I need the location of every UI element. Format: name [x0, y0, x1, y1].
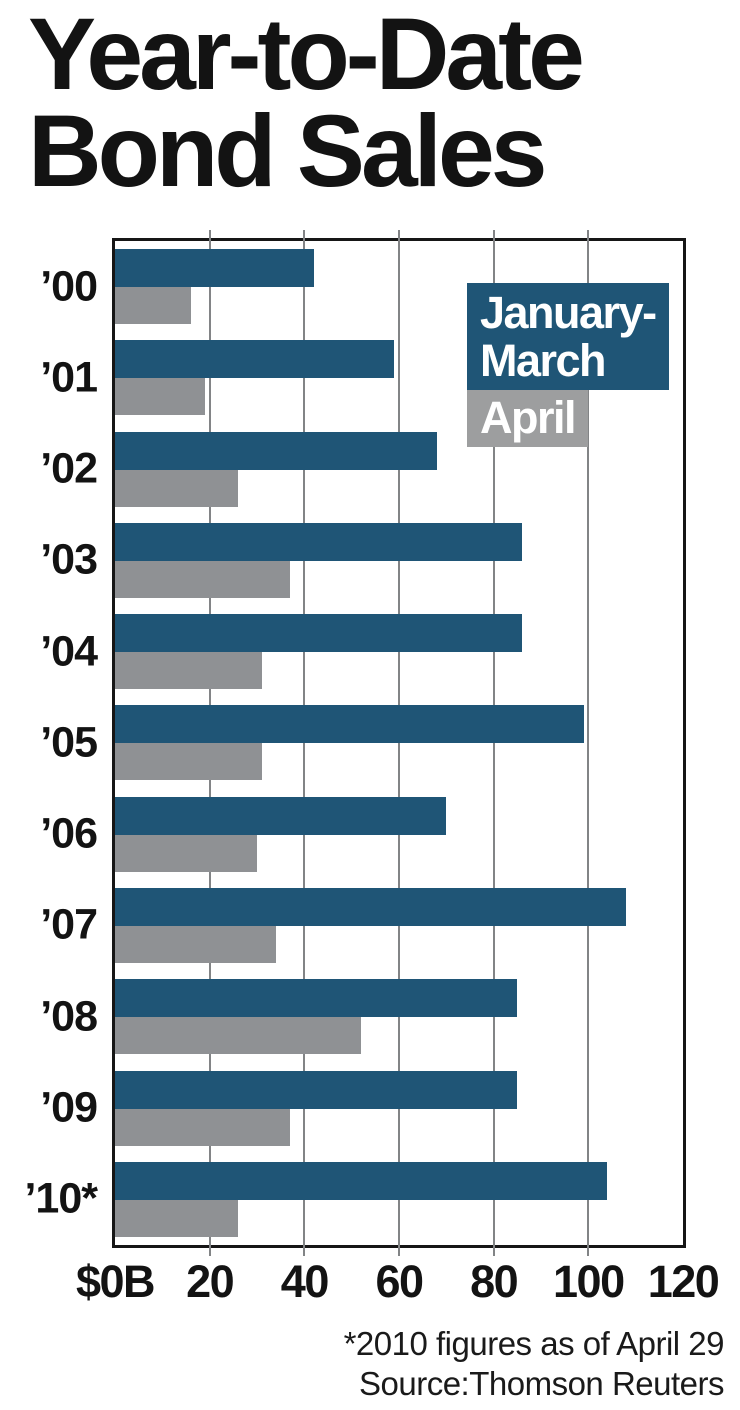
bars-layer: ’00 ’01 ’02 ’03 ’04 ’05 ’06 ’07 ’08 ’09 ’10*	[24, 241, 683, 1245]
chart-legend: January- March April	[467, 283, 669, 447]
bar-january-march	[115, 705, 584, 744]
year-label: ’01	[40, 353, 98, 402]
gridline-100	[587, 230, 590, 1256]
x-tick-label-20: 20	[186, 1256, 235, 1307]
year-row: ’00	[40, 241, 683, 332]
x-tick-label-0: $0B	[75, 1256, 156, 1307]
legend-january-march-line2: March	[480, 335, 607, 386]
bar-april	[115, 469, 239, 507]
bar-april	[115, 1017, 362, 1055]
footnotes: *2010 figures as of April 29 Source:Thom…	[343, 1324, 725, 1405]
chart-title-line1: Year-to-Date	[28, 0, 585, 111]
bar-january-march	[115, 887, 627, 926]
x-axis: $0B 20 40 60 80 100 120	[76, 1256, 720, 1310]
x-tick-label-60: 60	[375, 1256, 424, 1307]
year-row: ’03	[40, 515, 683, 606]
bar-april	[115, 743, 262, 781]
legend-january-march: January- March	[467, 283, 669, 390]
bar-january-march	[115, 1161, 608, 1200]
bar-january-march	[115, 1070, 518, 1109]
bar-january-march	[115, 249, 314, 288]
year-row: ’07	[40, 880, 683, 971]
plot-area: ’00 ’01 ’02 ’03 ’04 ’05 ’06 ’07 ’08 ’09 ’10* Janua…	[24, 230, 686, 1256]
bar-april	[115, 1108, 291, 1146]
year-label: ’09	[40, 1083, 98, 1132]
bar-april	[115, 652, 262, 690]
year-label: ’05	[40, 718, 98, 767]
bar-january-march	[115, 431, 437, 470]
bar-january-march	[115, 614, 523, 653]
bar-april	[115, 834, 257, 872]
year-label: ’08	[40, 992, 98, 1041]
bar-april	[115, 925, 276, 963]
bar-january-march	[115, 340, 395, 379]
year-label: ’00	[40, 262, 98, 311]
legend-april-label: April	[480, 392, 577, 443]
year-label: ’10*	[24, 1174, 98, 1223]
year-row: ’05	[40, 697, 683, 788]
x-tick-label-80: 80	[470, 1256, 519, 1307]
year-row: ’04	[40, 606, 683, 697]
year-row: ’08	[40, 971, 683, 1062]
chart-title-line2: Bond Sales	[28, 93, 547, 208]
year-label: ’03	[40, 535, 98, 584]
legend-january-march-line1: January-	[480, 287, 657, 338]
x-tick-label-40: 40	[280, 1256, 330, 1307]
bar-january-march	[115, 522, 523, 561]
year-row: ’01	[40, 332, 683, 423]
year-label: ’07	[40, 900, 98, 949]
year-row: ’10*	[24, 1154, 683, 1245]
year-row: ’09	[40, 1062, 683, 1153]
year-label: ’02	[40, 444, 98, 493]
chart-title: Year-to-Date Bond Sales	[28, 0, 585, 208]
footnote-asterisk: *2010 figures as of April 29	[343, 1325, 725, 1362]
year-label: ’04	[40, 627, 98, 676]
year-label: ’06	[40, 809, 98, 858]
bar-april	[115, 560, 291, 598]
bar-april	[115, 1199, 239, 1237]
bar-april	[115, 287, 191, 325]
bar-april	[115, 378, 205, 416]
legend-april: April	[467, 390, 588, 447]
bar-january-march	[115, 796, 447, 835]
x-tick-label-120: 120	[647, 1256, 720, 1307]
footnote-source: Source:Thomson Reuters	[358, 1365, 725, 1403]
year-row: ’06	[40, 789, 683, 880]
year-row: ’02	[40, 424, 683, 515]
bar-january-march	[115, 979, 518, 1018]
x-tick-label-100: 100	[553, 1256, 625, 1307]
